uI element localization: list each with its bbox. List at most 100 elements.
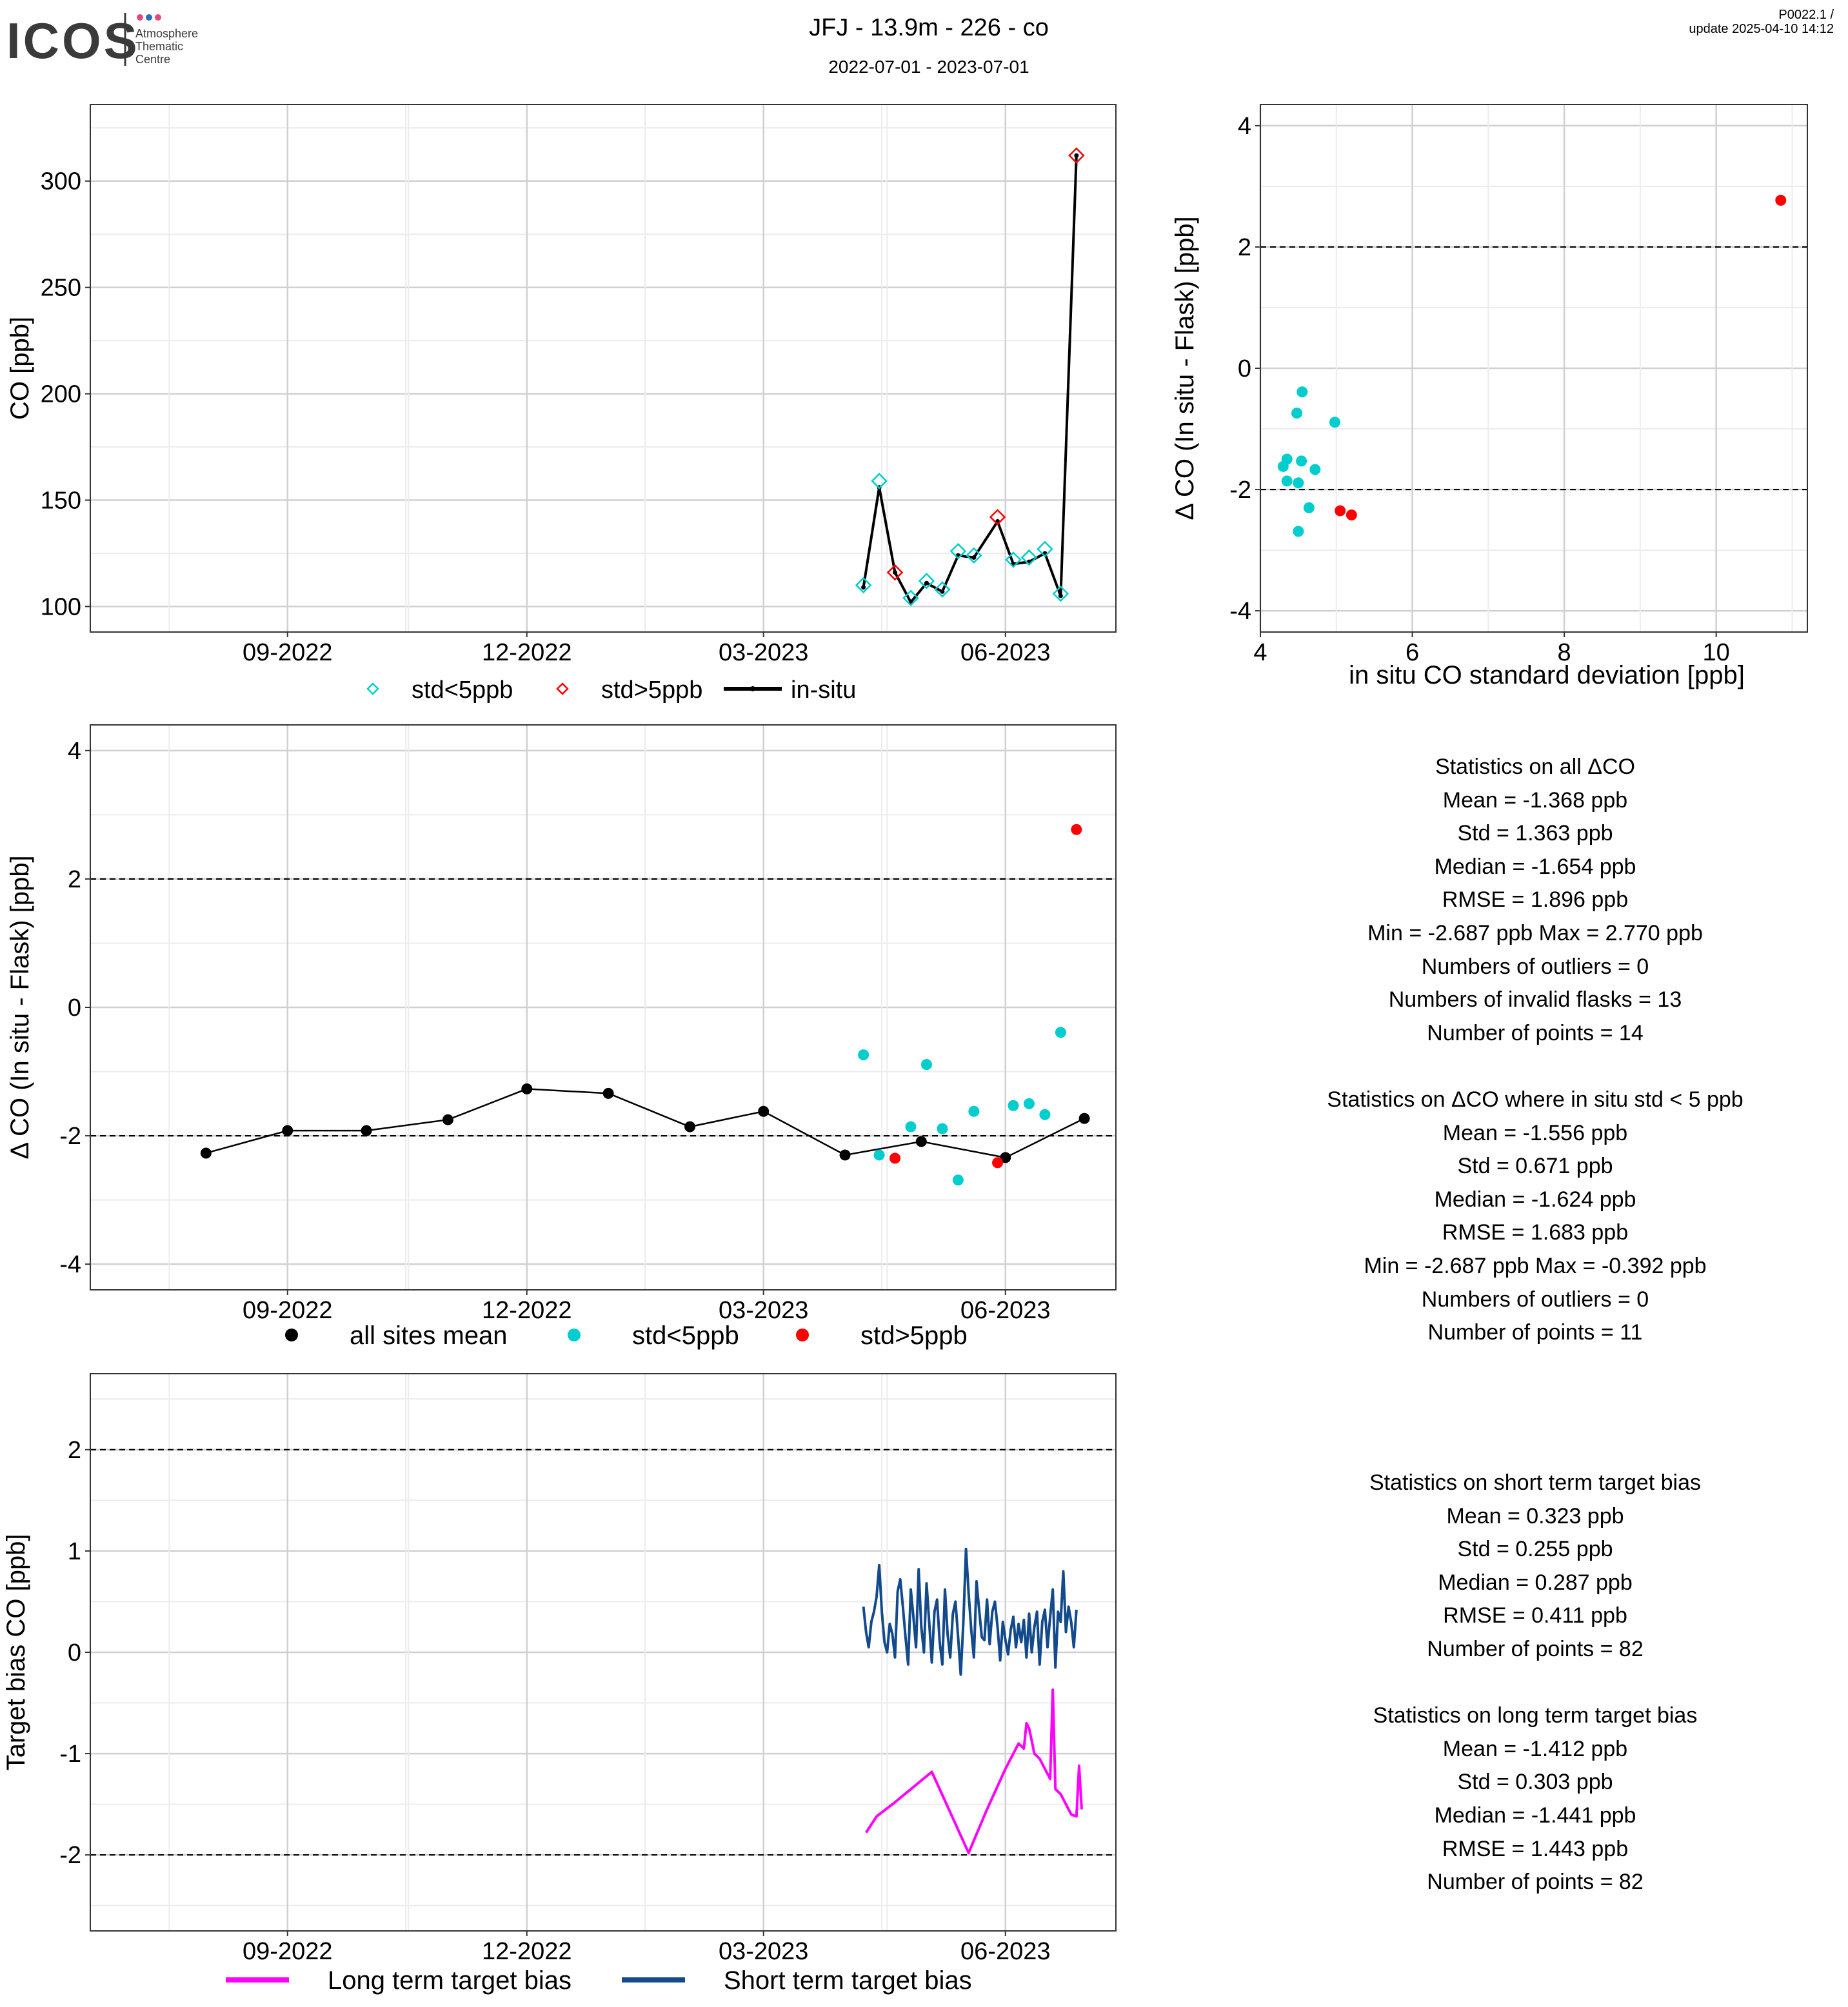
- mean-point: [915, 1136, 927, 1147]
- logo-sub-2: Thematic: [135, 40, 183, 53]
- y-tick-label: 0: [1238, 355, 1251, 382]
- stats-std: Std = 0.255 ppb: [1457, 1537, 1613, 1562]
- legend-key-std-gt5: [556, 682, 569, 695]
- scatter-point: [1296, 455, 1307, 467]
- scatter-point: [1277, 460, 1289, 472]
- stats-minmax: Min = -2.687 ppb Max = -0.392 ppb: [1364, 1253, 1707, 1278]
- y-tick-label: -2: [1229, 477, 1251, 504]
- legend-label: std>5ppb: [860, 1321, 968, 1350]
- stats-target: Statistics on short term target bias Mea…: [1251, 1467, 1819, 1899]
- flask-diamond: [1037, 540, 1053, 558]
- scatter-point: [1281, 475, 1293, 487]
- logo-text: ICOS: [6, 12, 140, 67]
- scatter-point: [920, 1059, 932, 1071]
- scatter-point: [1775, 195, 1787, 206]
- scatter-point: [1303, 502, 1315, 513]
- flask-diamond: [855, 577, 872, 594]
- flask-diamond: [1005, 551, 1022, 568]
- page-title: JFJ - 13.9m - 226 - co: [809, 14, 1049, 41]
- legend-key-in-situ-dot: [750, 686, 755, 691]
- x-tick-label: 12-2022: [482, 1297, 571, 1324]
- scatter-point: [1039, 1109, 1051, 1120]
- scatter-point: [1293, 477, 1304, 489]
- plot-frame: [1260, 104, 1808, 633]
- in-situ-point: [1058, 593, 1063, 598]
- y-tick-label: 300: [41, 168, 81, 195]
- scatter-point: [1297, 386, 1308, 398]
- logo-dot-2: [146, 14, 152, 21]
- plot-frame: [90, 724, 1117, 1290]
- in-situ-point: [893, 570, 898, 575]
- legend-label: all sites mean: [350, 1321, 508, 1350]
- y-tick-label: 2: [68, 866, 81, 893]
- stats-median: Median = -1.654 ppb: [1434, 854, 1636, 879]
- scatter-point: [1309, 464, 1321, 475]
- in-situ-point: [1074, 153, 1079, 158]
- series-line: [865, 1688, 1083, 1855]
- y-tick-label: 150: [41, 488, 81, 515]
- x-tick-label: 09-2022: [243, 1938, 332, 1965]
- co-timeseries-chart: 100 150 200 250 300 09-2022 12-2022 03-2023 06-2…: [6, 104, 1117, 704]
- y-tick-label: 0: [68, 1639, 81, 1666]
- scatter-point: [937, 1123, 948, 1134]
- scatter-point: [968, 1105, 980, 1117]
- delta-vs-std-chart: -4 -2 0 2 4 4 6 8 10 Δ CO (In situ - Flask) [ppb]…: [1171, 104, 1808, 689]
- stats-rmse: RMSE = 1.683 ppb: [1442, 1220, 1629, 1245]
- logo-sub-3: Centre: [135, 53, 170, 66]
- stats-mean: Mean = -1.556 ppb: [1442, 1120, 1628, 1145]
- stats-points: Number of points = 11: [1427, 1320, 1643, 1345]
- flask-diamond: [871, 473, 888, 489]
- x-tick-label: 09-2022: [243, 1297, 332, 1324]
- x-tick-label: 06-2023: [960, 639, 1050, 666]
- x-tick-label: 6: [1406, 639, 1419, 666]
- scatter-point: [992, 1157, 1004, 1169]
- scatter-point: [858, 1049, 869, 1061]
- mean-point: [282, 1125, 293, 1136]
- y-tick-label: -1: [59, 1741, 81, 1768]
- flask-diamond: [902, 589, 919, 606]
- legend-label: std<5ppb: [632, 1321, 739, 1350]
- scatter-point: [1008, 1100, 1019, 1111]
- legend-key: [568, 1329, 581, 1341]
- y-tick-label: -4: [59, 1251, 81, 1278]
- scatter-point: [1055, 1027, 1066, 1038]
- scatter-point: [1335, 505, 1346, 517]
- scatter-point: [952, 1174, 964, 1186]
- flask-diamond: [1068, 147, 1085, 164]
- y-tick-label: 100: [41, 593, 81, 620]
- stats-mean: Mean = -1.412 ppb: [1442, 1736, 1628, 1761]
- stats-title: Statistics on all ΔCO: [1435, 755, 1635, 779]
- x-tick-label: 03-2023: [719, 639, 808, 666]
- in-situ-point: [971, 555, 977, 560]
- stats-rmse: RMSE = 0.411 ppb: [1443, 1603, 1627, 1628]
- y-tick-label: 4: [68, 738, 81, 765]
- scatter-point: [1329, 417, 1340, 428]
- y-tick-label: -4: [1229, 598, 1251, 625]
- icos-logo: ICOS Atmosphere Thematic Centre: [6, 12, 198, 67]
- legend-key-std-lt5: [366, 682, 379, 695]
- x-tick-label: 8: [1558, 639, 1571, 666]
- in-situ-point: [924, 580, 929, 586]
- y-axis-label: Target bias CO [ppb]: [2, 1534, 30, 1771]
- in-situ-point: [940, 589, 945, 594]
- scatter-point: [1293, 526, 1304, 537]
- legend-label: std>5ppb: [601, 677, 702, 704]
- logo-dot-3: [155, 14, 161, 21]
- logo-sub-1: Atmosphere: [135, 27, 198, 40]
- y-tick-label: 250: [41, 275, 81, 302]
- y-tick-label: 4: [1238, 113, 1251, 140]
- stats-outliers: Numbers of outliers = 0: [1421, 954, 1649, 979]
- scatter-point: [1071, 824, 1082, 835]
- mean-point: [758, 1105, 770, 1117]
- scatter-point: [1023, 1098, 1035, 1109]
- x-tick-label: 06-2023: [960, 1938, 1050, 1965]
- y-tick-label: 1: [68, 1538, 81, 1565]
- stats-points: Number of points = 82: [1427, 1636, 1644, 1661]
- page-subtitle: 2022-07-01 - 2023-07-01: [828, 57, 1029, 77]
- stats-points: Number of points = 14: [1427, 1020, 1644, 1045]
- y-axis-label: Δ CO (In situ - Flask) [ppb]: [1171, 216, 1199, 520]
- stats-all: Statistics on all ΔCO Mean = -1.368 ppb …: [1251, 751, 1819, 1350]
- x-tick-label: 09-2022: [243, 639, 332, 666]
- mean-point: [361, 1125, 372, 1136]
- plot-frame: [90, 104, 1117, 633]
